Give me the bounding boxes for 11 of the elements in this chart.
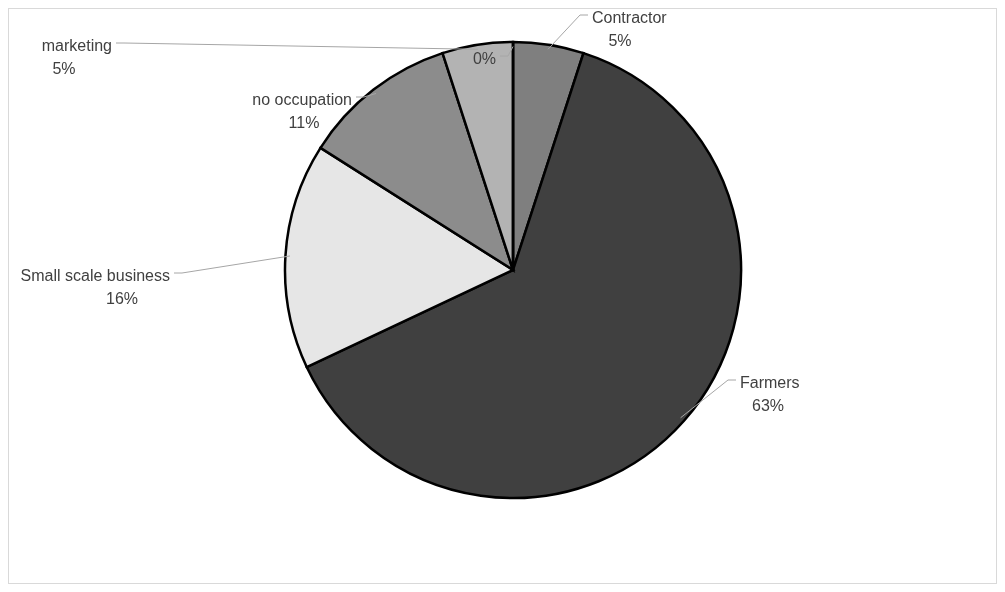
slice-label: Farmers: [740, 374, 800, 392]
slice-label: no occupation: [252, 91, 352, 109]
slice-label: Small scale business: [20, 267, 170, 285]
text: 0%: [472, 50, 496, 68]
slice-label: marketing: [41, 37, 112, 55]
data-label: 63%: [751, 397, 785, 415]
data-label: 5%: [608, 32, 632, 50]
data-label: 16%: [105, 290, 139, 308]
slice-label: Contractor: [592, 9, 668, 27]
data-label: 11%: [288, 114, 320, 132]
data-label: 5%: [52, 60, 76, 78]
